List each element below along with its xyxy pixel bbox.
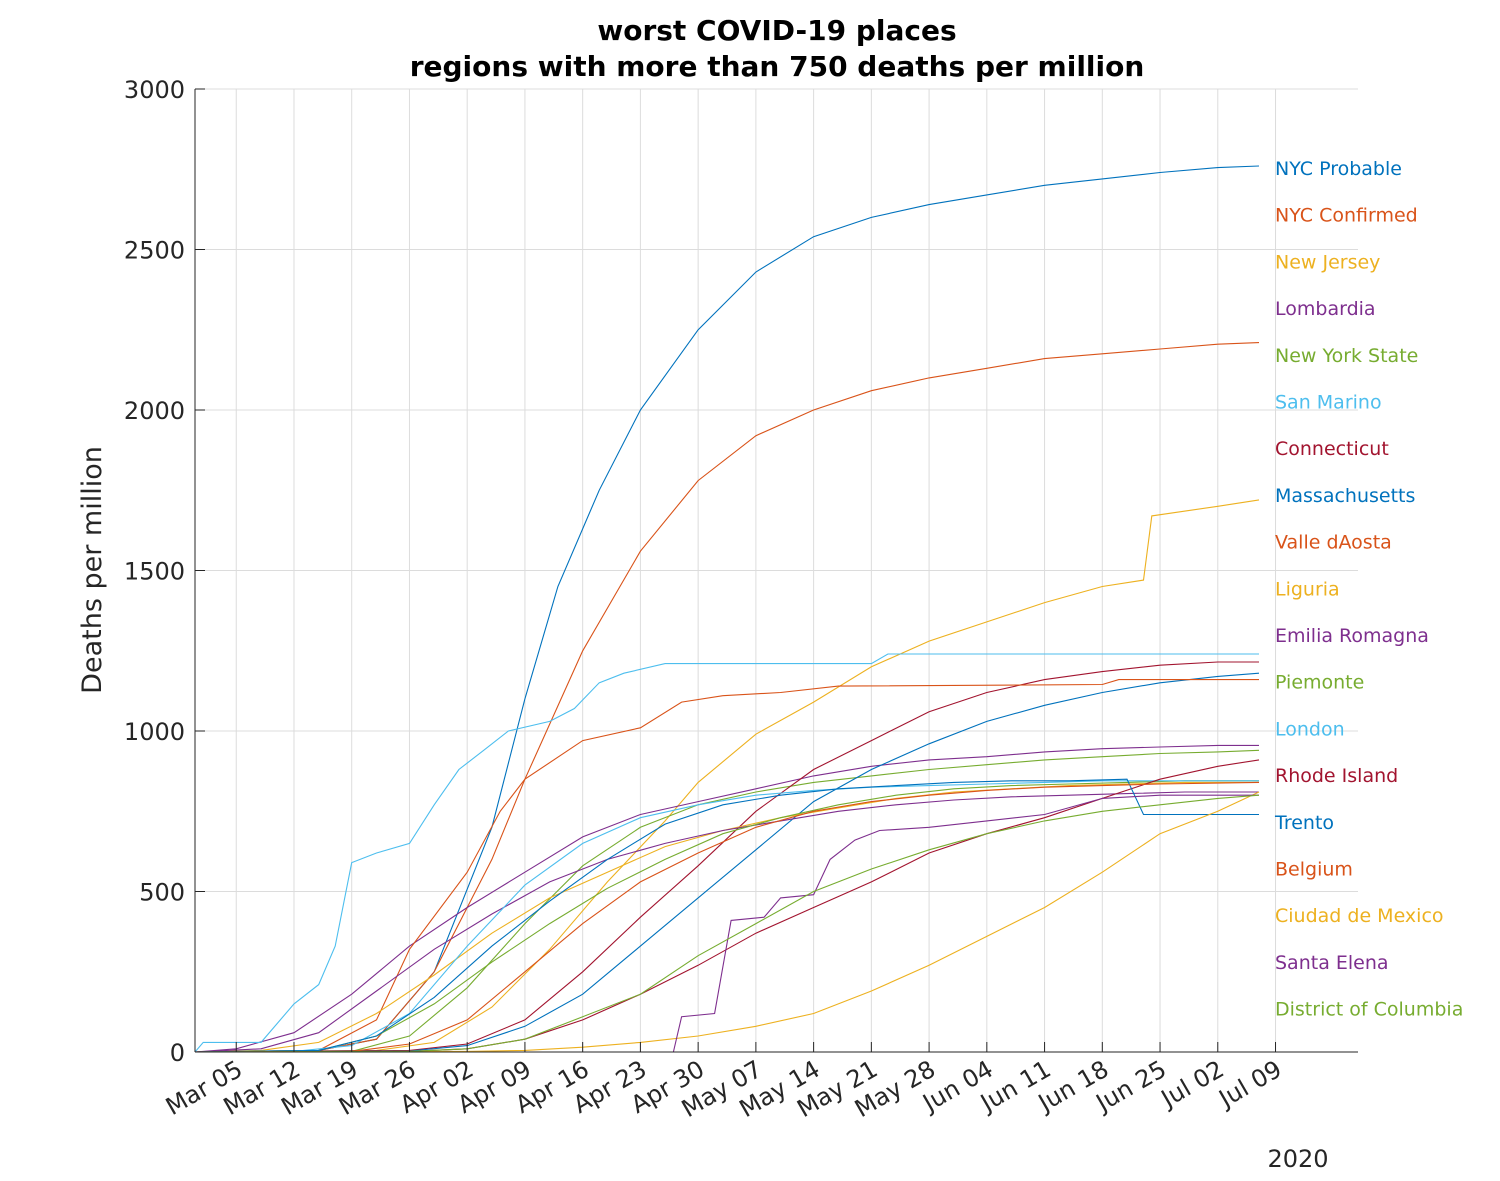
series-line-18 [194, 794, 1260, 1053]
series-line-16 [194, 791, 1260, 1053]
series-line-17 [195, 794, 1259, 1053]
series-lines [194, 165, 1260, 1053]
series-line-4 [194, 749, 1260, 1053]
series-label: Trento [1274, 812, 1334, 834]
y-tick-label: 2500 [124, 237, 185, 265]
grid [195, 88, 1358, 1053]
series-label: Massachusetts [1275, 485, 1415, 507]
x-axis-year-label: 2020 [1267, 1145, 1328, 1173]
series-label: San Marino [1275, 392, 1382, 414]
series-label: Liguria [1275, 578, 1340, 600]
y-tick-label: 3000 [124, 76, 185, 104]
y-tick-label: 2000 [124, 397, 185, 425]
series-line-10 [194, 791, 1259, 1053]
series-line-5 [194, 653, 1259, 1053]
series-label: Connecticut [1275, 438, 1389, 460]
series-line-7 [194, 672, 1260, 1053]
x-tick-label: Jul 02 [1155, 1055, 1229, 1114]
y-tick-label: 1500 [124, 558, 185, 586]
series-line-3 [194, 744, 1259, 1053]
series-label: New York State [1275, 345, 1418, 367]
series-label: London [1275, 718, 1345, 740]
series-label: District of Columbia [1275, 999, 1463, 1021]
series-label: NYC Confirmed [1275, 205, 1418, 227]
chart-title-line-2: regions with more than 750 deaths per mi… [410, 50, 1145, 83]
series-labels: NYC Probable NYC Confirmed New Jersey Lomba… [1274, 158, 1463, 1021]
y-tick-labels: 0 500 1000 1500 2000 2500 3000 [124, 76, 185, 1067]
series-line-2 [194, 499, 1260, 1053]
series-label: New Jersey [1275, 251, 1380, 273]
series-label: Valle dAosta [1275, 532, 1392, 554]
series-line-11 [194, 780, 1259, 1053]
series-label: Emilia Romagna [1275, 625, 1429, 647]
y-tick-label: 1000 [124, 718, 185, 746]
series-label: NYC Probable [1275, 158, 1402, 180]
series-label: Piemonte [1275, 672, 1364, 694]
series-label: Santa Elena [1275, 952, 1389, 974]
series-label: Ciudad de Mexico [1275, 905, 1444, 927]
series-label: Lombardia [1275, 298, 1376, 320]
series-line-0 [194, 165, 1260, 1053]
x-tick-label: Jul 09 [1213, 1055, 1287, 1114]
series-label: Belgium [1275, 859, 1353, 881]
series-line-14 [194, 778, 1259, 1053]
y-tick-label: 0 [170, 1039, 185, 1067]
chart-title-line-1: worst COVID-19 places [597, 14, 956, 47]
y-tick-label: 500 [139, 879, 185, 907]
series-line-15 [194, 781, 1260, 1053]
series-label: Rhode Island [1275, 765, 1398, 787]
series-line-1 [194, 342, 1260, 1053]
series-line-6 [194, 661, 1259, 1053]
y-axis-label: Deaths per million [77, 446, 108, 694]
series-line-9 [194, 781, 1259, 1053]
axes [194, 88, 1358, 1053]
series-line-8 [194, 679, 1259, 1053]
series-line-12 [194, 780, 1259, 1053]
